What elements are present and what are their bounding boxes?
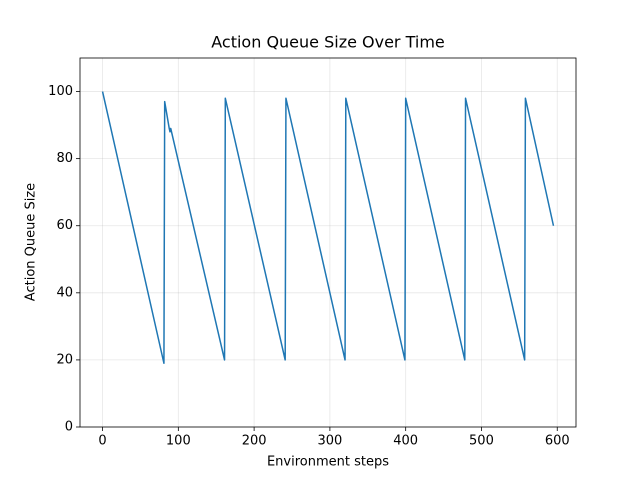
y-axis-label: Action Queue Size bbox=[24, 183, 39, 301]
x-tick-label: 300 bbox=[317, 434, 342, 449]
y-tick-label: 60 bbox=[56, 218, 73, 233]
y-tick-label: 40 bbox=[56, 285, 73, 300]
x-tick-label: 100 bbox=[166, 434, 191, 449]
x-tick-label: 500 bbox=[469, 434, 494, 449]
y-tick-label: 20 bbox=[56, 352, 73, 367]
y-tick-label: 80 bbox=[56, 151, 73, 166]
y-tick-label: 100 bbox=[48, 84, 73, 99]
y-tick-label: 0 bbox=[65, 420, 73, 435]
x-tick-label: 600 bbox=[545, 434, 570, 449]
data-line bbox=[101, 91, 555, 365]
x-tick-label: 200 bbox=[242, 434, 267, 449]
x-axis-label: Environment steps bbox=[267, 455, 389, 470]
x-tick-label: 400 bbox=[393, 434, 418, 449]
chart-title: Action Queue Size Over Time bbox=[211, 33, 445, 52]
plot-frame bbox=[79, 57, 577, 428]
x-tick-label: 0 bbox=[98, 434, 106, 449]
